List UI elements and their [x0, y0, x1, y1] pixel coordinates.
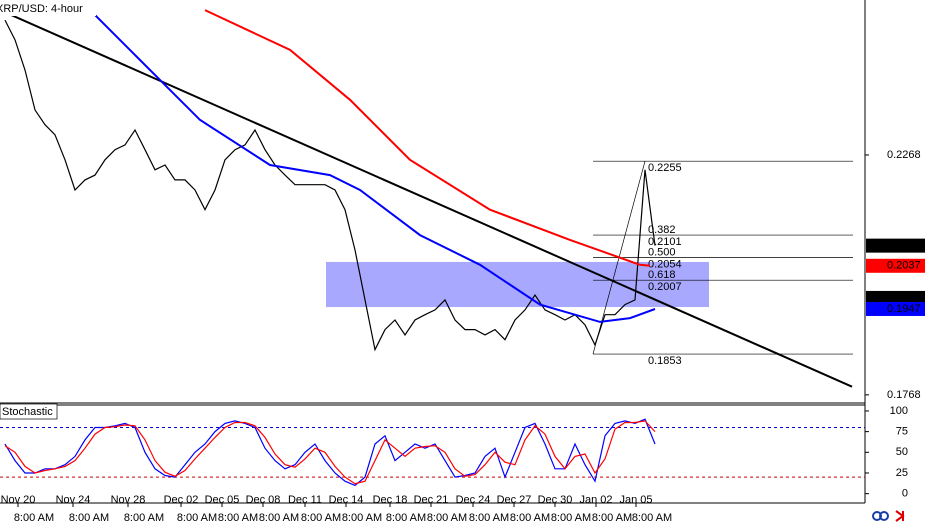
x-time-label: 8:00 AM	[469, 512, 509, 524]
x-time-label: 8:00 AM	[69, 512, 109, 524]
x-time-label: 8:00 AM	[427, 512, 467, 524]
x-time-label: 8:00 AM	[510, 512, 550, 524]
stoch-tick-label: 100	[890, 405, 908, 417]
y-tick-label: 0.1768	[887, 389, 921, 401]
moving-average	[204, 9, 651, 267]
x-tick-label: Dec 27	[497, 494, 532, 506]
x-tick-label: Nov 20	[1, 494, 36, 506]
link-icon[interactable]	[879, 511, 889, 521]
price-marker-label: 0.197	[887, 292, 915, 304]
moving-average	[79, 0, 656, 323]
stoch-tick-label: 75	[896, 426, 908, 438]
stoch-line	[4, 420, 656, 485]
price-marker	[866, 258, 925, 273]
price-marker-label: 0.1947	[887, 303, 921, 315]
x-tick-label: Dec 14	[329, 494, 364, 506]
scroll-end-icon[interactable]	[895, 510, 905, 522]
x-time-label: 8:00 AM	[632, 512, 672, 524]
x-tick-label: Dec 30	[538, 494, 573, 506]
price-line	[4, 19, 656, 352]
fib-price-label: 0.2007	[648, 281, 682, 293]
stoch-line	[4, 418, 656, 487]
support-zone	[326, 261, 709, 308]
fib-price-label: 0.2101	[648, 236, 682, 248]
fib-label: 0.2255	[648, 162, 682, 174]
x-tick-label: Dec 24	[456, 494, 491, 506]
fib-ratio-label: 0.382	[648, 224, 676, 236]
indicator-title-box	[0, 403, 58, 420]
x-tick-label: Dec 05	[205, 494, 240, 506]
price-marker	[866, 301, 925, 316]
x-time-label: 8:00 AM	[177, 512, 217, 524]
fib-ratio-label: 0.500	[648, 247, 676, 259]
x-time-label: 8:00 AM	[342, 512, 382, 524]
x-tick-label: Dec 11	[288, 494, 322, 506]
y-tick-label: 0.2268	[887, 149, 921, 161]
x-time-label: 8:00 AM	[259, 512, 299, 524]
price-marker-label: 0.2037	[887, 260, 921, 272]
x-time-label: 8:00 AM	[386, 512, 426, 524]
x-time-label: 8:00 AM	[301, 512, 341, 524]
x-time-label: 8:00 AM	[218, 512, 258, 524]
title-box	[0, 0, 96, 16]
x-tick-label: Nov 24	[56, 494, 91, 506]
fib-ratio-label: 0.618	[648, 269, 676, 281]
price-marker	[866, 290, 925, 305]
chart-title: XRP/USD: 4-hour	[0, 3, 83, 15]
stoch-tick-label: 0	[902, 488, 908, 500]
trendline	[0, 9, 853, 388]
x-tick-label: Jan 02	[579, 494, 612, 506]
x-time-label: 8:00 AM	[14, 512, 54, 524]
x-tick-label: Jan 05	[619, 494, 652, 506]
indicator-title: Stochastic	[2, 406, 53, 418]
x-tick-label: Dec 02	[164, 494, 199, 506]
x-time-label: 8:00 AM	[592, 512, 632, 524]
fib-price-label: 0.2054	[648, 259, 682, 271]
price-marker	[866, 238, 925, 253]
fib-label: 0.1853	[648, 355, 682, 367]
x-tick-label: Nov 28	[111, 494, 146, 506]
x-time-label: 8:00 AM	[551, 512, 591, 524]
toolbar-icons[interactable]	[872, 510, 905, 522]
price-marker-label: 0.2079	[887, 240, 921, 252]
stoch-tick-label: 25	[896, 467, 908, 479]
stoch-tick-label: 50	[896, 446, 908, 458]
x-tick-label: Dec 21	[414, 494, 449, 506]
x-time-label: 8:00 AM	[124, 512, 164, 524]
x-tick-label: Dec 08	[246, 494, 281, 506]
x-tick-label: Dec 18	[373, 494, 408, 506]
